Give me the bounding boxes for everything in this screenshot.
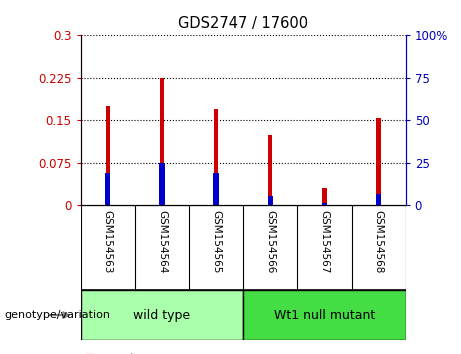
FancyBboxPatch shape <box>81 290 243 340</box>
Text: count: count <box>104 353 135 354</box>
FancyBboxPatch shape <box>243 290 406 340</box>
Bar <box>214 109 218 205</box>
Bar <box>377 118 381 205</box>
Bar <box>160 163 165 205</box>
Text: Wt1 null mutant: Wt1 null mutant <box>274 309 375 321</box>
Text: GSM154564: GSM154564 <box>157 210 167 273</box>
Bar <box>105 173 110 205</box>
Text: GSM154567: GSM154567 <box>319 210 330 273</box>
Text: wild type: wild type <box>133 309 190 321</box>
Bar <box>268 135 272 205</box>
Text: GSM154566: GSM154566 <box>265 210 275 273</box>
Bar <box>376 194 381 205</box>
Bar <box>106 106 110 205</box>
Text: ■: ■ <box>85 353 96 354</box>
Text: GSM154565: GSM154565 <box>211 210 221 273</box>
Bar <box>160 78 164 205</box>
Bar <box>268 196 273 205</box>
Bar <box>322 188 326 205</box>
Title: GDS2747 / 17600: GDS2747 / 17600 <box>178 16 308 32</box>
Text: genotype/variation: genotype/variation <box>5 310 111 320</box>
Bar <box>322 203 327 205</box>
Text: GSM154563: GSM154563 <box>103 210 113 273</box>
Bar <box>213 173 219 205</box>
Text: GSM154568: GSM154568 <box>373 210 384 273</box>
